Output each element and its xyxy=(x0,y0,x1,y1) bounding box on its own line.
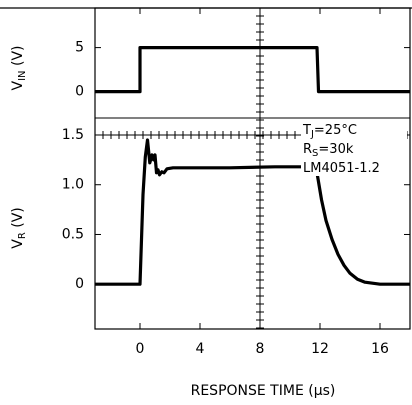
y-label-subscript: IN xyxy=(17,70,28,80)
annotation-value: =25°C xyxy=(314,123,357,138)
vr-y-tick-label: 0 xyxy=(75,276,84,292)
vin-y-axis-label: VIN (V) xyxy=(10,46,28,91)
vr-y-tick-label: 1.5 xyxy=(62,127,84,143)
vin-y-tick-label: 0 xyxy=(75,84,84,100)
x-tick-label: 4 xyxy=(196,341,205,357)
annotation-main: R xyxy=(303,142,312,157)
y-label-unit: (V) xyxy=(10,207,26,232)
x-tick-label: 16 xyxy=(371,341,389,357)
y-label-subscript: R xyxy=(17,232,28,239)
annotation-main: T xyxy=(302,123,311,138)
annotation-subscript: J xyxy=(310,129,314,140)
vin-y-tick-label: 5 xyxy=(75,40,84,56)
annotation-main: LM4051-1.2 xyxy=(303,161,380,176)
x-tick-label: 8 xyxy=(256,341,265,357)
y-label-main: V xyxy=(10,80,26,90)
x-axis-title: RESPONSE TIME (μs) xyxy=(191,383,336,399)
annotation-subscript: S xyxy=(312,148,318,159)
vin-series-line xyxy=(95,45,410,94)
part-number-annotation: LM4051-1.2 xyxy=(303,161,380,176)
annotation-value: =30k xyxy=(318,142,353,157)
vr-y-tick-label: 0.5 xyxy=(62,226,84,242)
vr-y-tick-label: 1.0 xyxy=(62,177,84,193)
series-layer xyxy=(95,45,410,286)
vr-y-axis-label: VR (V) xyxy=(10,207,28,248)
plot-frame xyxy=(0,7,412,330)
x-tick-label: 0 xyxy=(136,341,145,357)
tj-annotation: TJ=25°C xyxy=(302,123,357,141)
rs-annotation: RS=30k xyxy=(303,142,354,160)
x-tick-label: 12 xyxy=(311,341,329,357)
annotation-mask xyxy=(301,120,407,176)
y-label-main: V xyxy=(10,239,26,249)
y-label-unit: (V) xyxy=(10,46,26,71)
vr-series-line xyxy=(95,138,410,286)
